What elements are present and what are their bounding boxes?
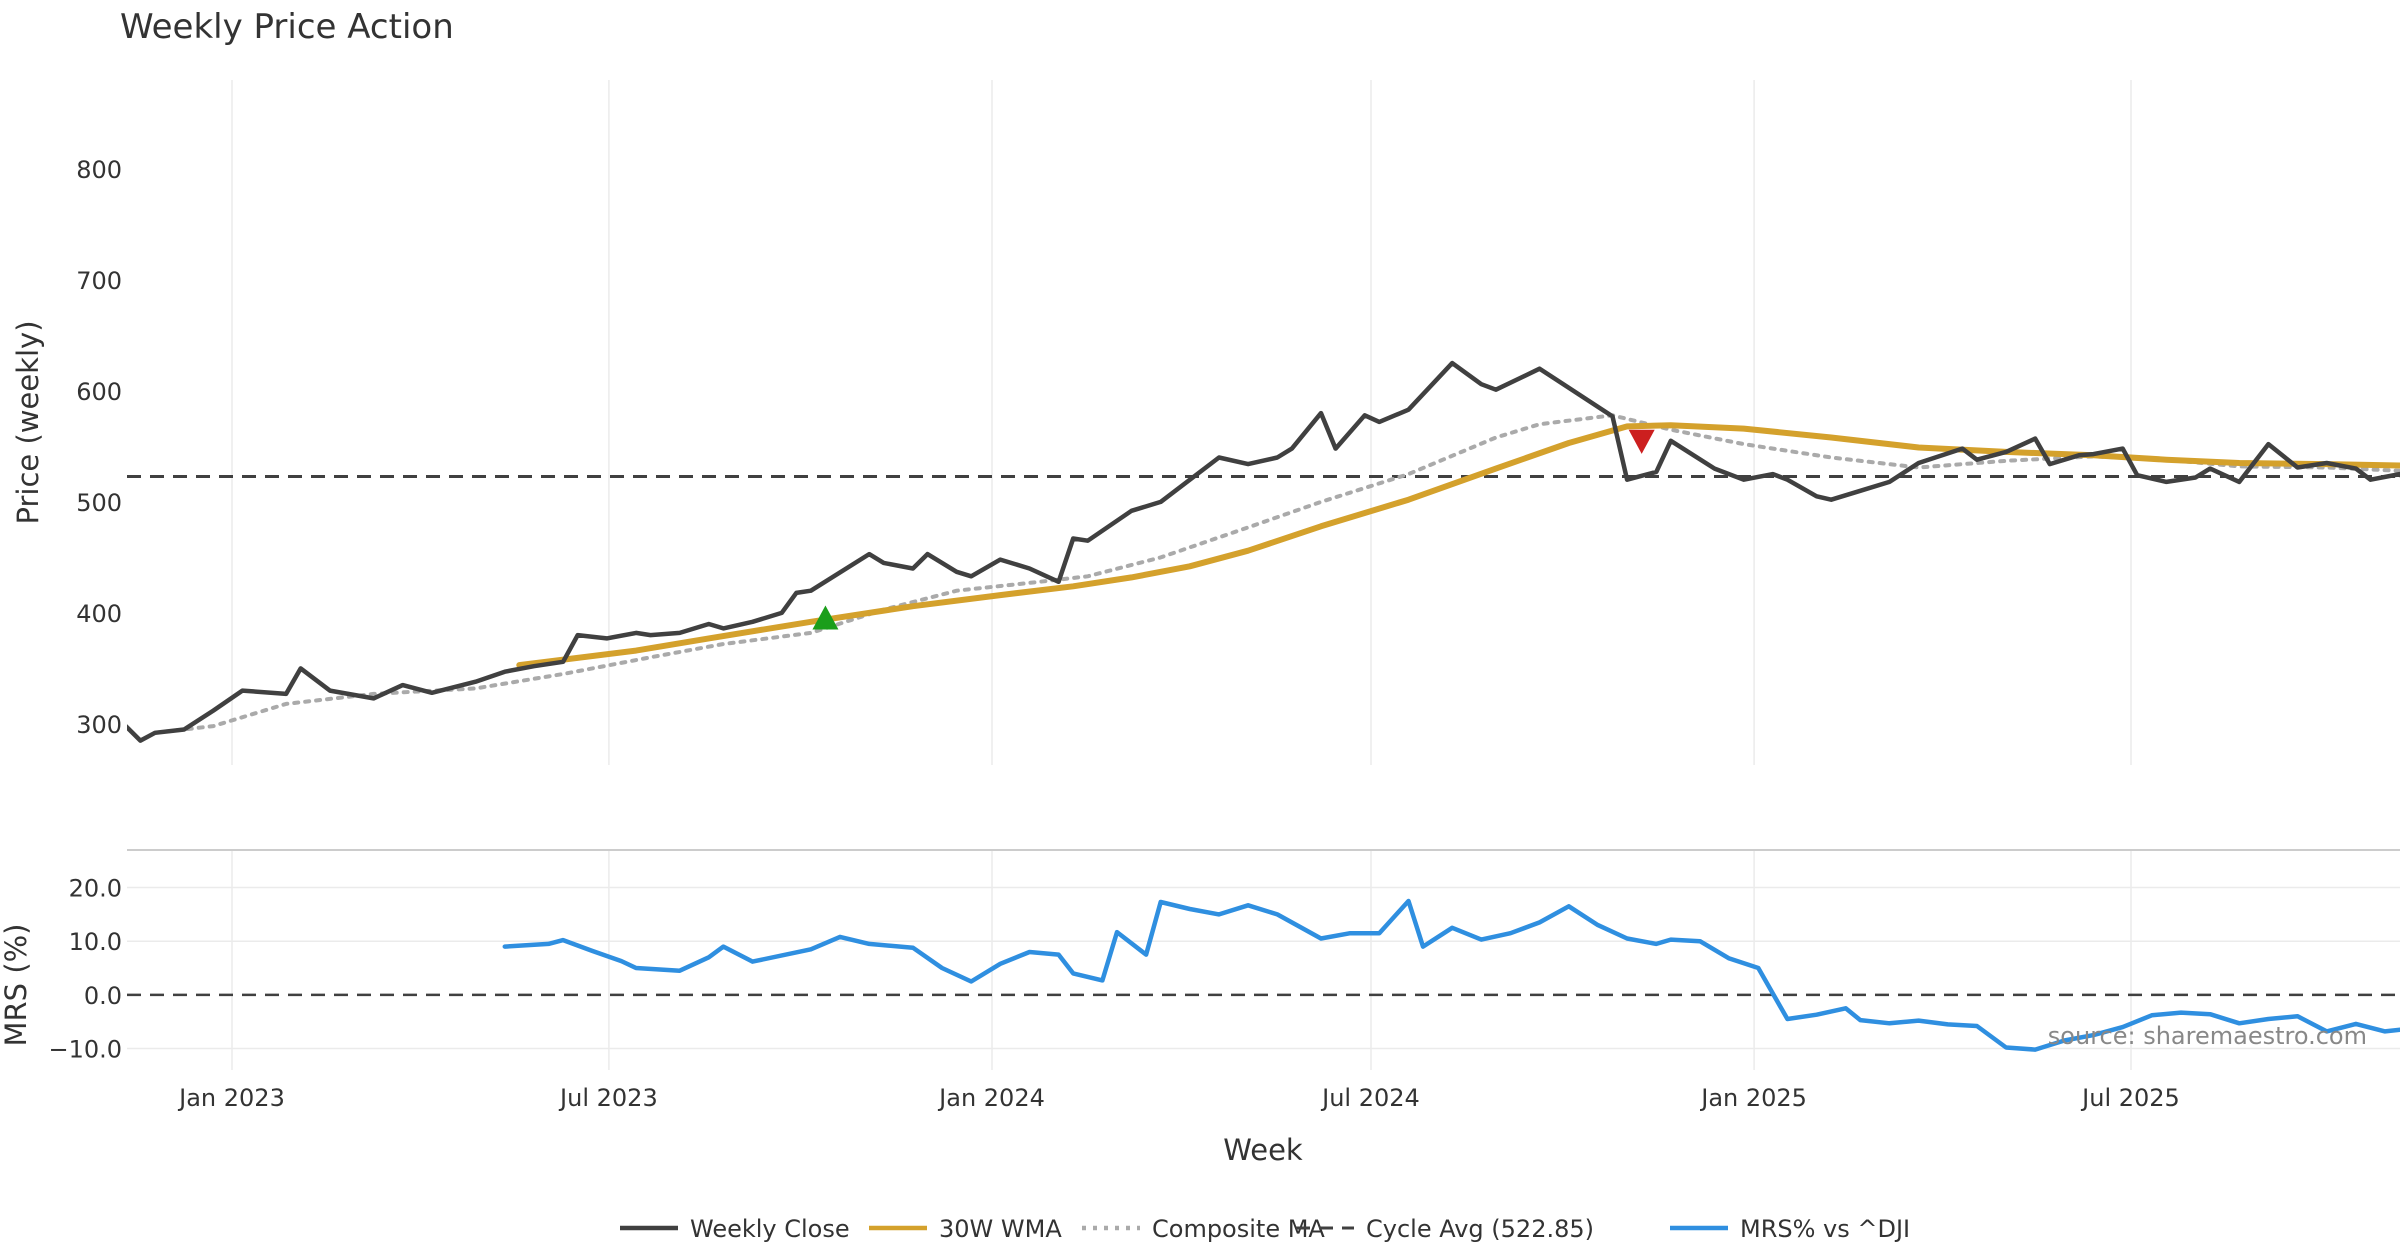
mrs-y-tick-label: 0.0 — [84, 982, 122, 1010]
x-tick-label: Jul 2024 — [1320, 1084, 1420, 1112]
price-y-axis-title: Price (weekly) — [11, 320, 45, 524]
price-y-tick-label: 400 — [76, 600, 122, 628]
series-weekly-close — [127, 360, 2400, 743]
x-axis-title: Week — [1223, 1133, 1303, 1167]
price-y-tick-label: 500 — [76, 489, 122, 517]
x-tick-label: Jan 2023 — [177, 1084, 285, 1112]
legend-label: MRS% vs ^DJI — [1740, 1215, 1910, 1243]
x-tick-label: Jan 2025 — [1699, 1084, 1807, 1112]
price-y-tick-label: 800 — [76, 156, 122, 184]
series-mrs-vs-dji — [502, 898, 2400, 1052]
legend-label: Cycle Avg (522.85) — [1366, 1215, 1594, 1243]
legend-label: Weekly Close — [690, 1215, 850, 1243]
x-tick-label: Jul 2025 — [2080, 1084, 2180, 1112]
x-tick-label: Jul 2023 — [558, 1084, 658, 1112]
mrs-y-tick-label: 20.0 — [69, 875, 122, 903]
series-composite-ma — [153, 413, 2400, 735]
source-note: source: sharemaestro.com — [2048, 1022, 2367, 1050]
mrs-y-tick-label: 10.0 — [69, 928, 122, 956]
mrs-y-tick-label: −10.0 — [48, 1036, 122, 1064]
price-y-tick-label: 300 — [76, 711, 122, 739]
x-tick-label: Jan 2024 — [937, 1084, 1045, 1112]
legend-label: 30W WMA — [939, 1215, 1062, 1243]
price-y-tick-label: 600 — [76, 378, 122, 406]
sell-signal-marker — [1628, 429, 1655, 454]
mrs-y-axis-title: MRS (%) — [0, 924, 33, 1047]
chart-title: Weekly Price Action — [120, 7, 454, 47]
series-30w-wma — [516, 422, 2400, 669]
buy-signal-marker — [812, 605, 839, 630]
price-y-tick-label: 700 — [76, 267, 122, 295]
